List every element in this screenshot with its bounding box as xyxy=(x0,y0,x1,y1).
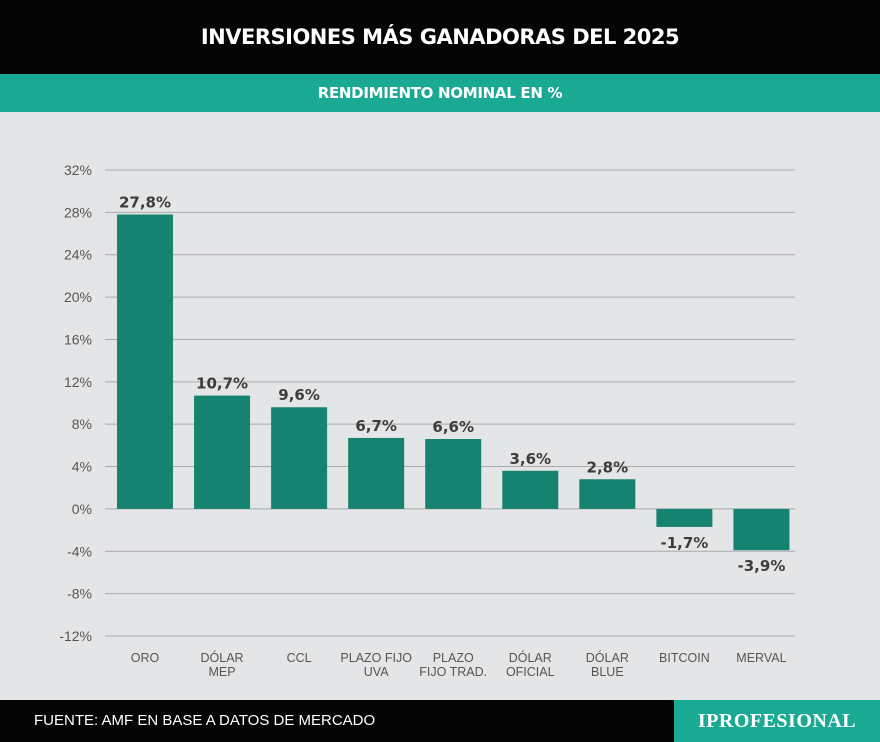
x-tick-label: OFICIAL xyxy=(506,665,555,679)
x-tick-label: DÓLAR xyxy=(201,650,244,665)
x-tick-label: DÓLAR xyxy=(509,650,552,665)
bar xyxy=(733,508,790,551)
y-tick-label: 32% xyxy=(64,162,92,178)
x-tick-label: BITCOIN xyxy=(659,651,710,665)
bar xyxy=(271,407,328,509)
x-tick-label: CCL xyxy=(287,651,312,665)
bar xyxy=(502,470,559,509)
data-label: 10,7% xyxy=(196,375,248,393)
data-label: -3,9% xyxy=(738,557,786,575)
y-tick-label: -12% xyxy=(59,628,92,644)
data-label: 6,6% xyxy=(432,418,474,436)
x-tick-label: MERVAL xyxy=(736,651,786,665)
x-tick-label: ORO xyxy=(131,651,160,665)
footer: FUENTE: AMF EN BASE A DATOS DE MERCADO I… xyxy=(0,700,880,742)
brand-logo: IPROFESIONAL xyxy=(674,700,880,742)
x-tick-label: MEP xyxy=(209,665,236,679)
bar xyxy=(117,214,173,509)
y-tick-label: -8% xyxy=(67,586,92,602)
y-tick-label: 12% xyxy=(64,374,92,390)
y-tick-label: 8% xyxy=(72,416,92,432)
y-tick-label: 16% xyxy=(64,331,92,347)
data-label: 9,6% xyxy=(278,386,320,404)
y-tick-label: 4% xyxy=(72,459,92,475)
x-tick-label: PLAZO FIJO xyxy=(340,651,412,665)
data-label: 27,8% xyxy=(119,193,171,211)
source-note: FUENTE: AMF EN BASE A DATOS DE MERCADO xyxy=(34,712,376,729)
bar xyxy=(425,439,482,509)
bar-chart: 32% 28% 24% 20% 16% 12% 8% 4% 0% -4% -8% -12% 27,8%… xyxy=(59,162,795,679)
bar xyxy=(579,479,636,509)
y-tick-label: 20% xyxy=(64,289,92,305)
y-tick-label: 24% xyxy=(64,247,92,263)
x-tick-label: UVA xyxy=(364,665,389,679)
x-tick-label: FIJO TRAD. xyxy=(419,665,487,679)
data-label: 6,7% xyxy=(355,417,397,435)
y-tick-label: 0% xyxy=(72,501,92,517)
data-label: 3,6% xyxy=(509,450,551,468)
data-label: 2,8% xyxy=(587,458,629,476)
y-tick-label: 28% xyxy=(64,204,92,220)
y-tick-label: -4% xyxy=(67,543,92,559)
bar xyxy=(656,508,713,527)
chart-title: INVERSIONES MÁS GANADORAS DEL 2025 xyxy=(0,0,880,74)
data-label: -1,7% xyxy=(660,534,708,552)
x-tick-label: PLAZO xyxy=(433,651,474,665)
x-tick-label: DÓLAR xyxy=(586,650,629,665)
bar xyxy=(348,437,405,509)
x-tick-label: BLUE xyxy=(591,665,624,679)
chart-subtitle: RENDIMIENTO NOMINAL EN % xyxy=(0,74,880,112)
bar xyxy=(194,395,251,509)
